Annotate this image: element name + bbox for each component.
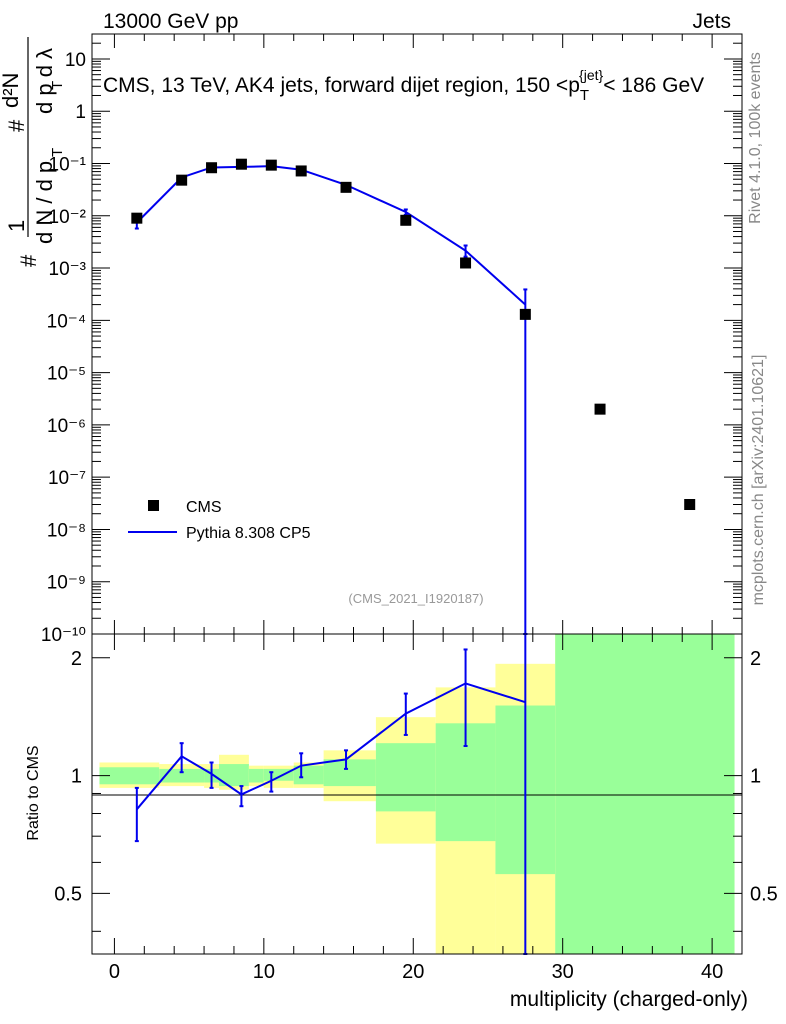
- data-point: [295, 165, 307, 177]
- data-point: [340, 181, 352, 193]
- ratio-band-inner: [263, 768, 294, 781]
- mcplots-label: mcplots.cern.ch [arXiv:2401.10621]: [750, 355, 767, 606]
- mc-series-main: [134, 164, 528, 635]
- data-point: [235, 158, 247, 170]
- data-point: [176, 174, 188, 186]
- main-y-tick-label: 10⁻²: [49, 207, 87, 228]
- ratio-y-tick-label-right: 1: [750, 766, 761, 788]
- ylabel-dpT-dlambda: d p d λ: [32, 48, 57, 114]
- legend-data-marker: [148, 500, 159, 511]
- data-point: [400, 214, 412, 226]
- data-point: [594, 403, 606, 415]
- rivet-version-label: Rivet 4.1.0, 100k events: [747, 52, 764, 224]
- ratio-y-tick-label-right: 2: [750, 648, 761, 670]
- ylabel-hash-2: #: [4, 119, 29, 132]
- ratio-y-tick-label: 1: [71, 766, 82, 788]
- ylabel-numerator-one: 1: [4, 220, 29, 232]
- x-tick-label: 40: [701, 961, 723, 983]
- main-y-tick-label: 10⁻⁶: [47, 416, 86, 437]
- ratio-y-tick-label: 0.5: [54, 883, 82, 905]
- ratio-band-inner: [248, 768, 264, 783]
- main-y-tick-label: 10⁻⁵: [47, 364, 86, 385]
- ylabel-denominator: d N / d p: [32, 161, 57, 244]
- main-y-tick-label: 10⁻³: [49, 259, 87, 280]
- plot-title-subscript: T: [580, 87, 589, 104]
- data-point: [460, 257, 472, 269]
- legend-data-label: CMS: [186, 499, 222, 516]
- ylabel-numerator-d2N: d²N: [0, 73, 23, 108]
- header-jets-label: Jets: [692, 10, 731, 33]
- x-tick-label: 0: [109, 961, 120, 983]
- data-point: [206, 162, 218, 174]
- main-y-tick-label: 10⁻⁷: [48, 468, 86, 489]
- mc-main-line: [136, 165, 527, 306]
- main-plot-frame: [91, 33, 743, 635]
- main-y-tick-label: 10⁻¹⁰: [41, 625, 86, 646]
- mc-ratio-line: [136, 682, 526, 810]
- ratio-band-inner: [219, 764, 249, 787]
- data-point: [131, 212, 143, 224]
- ratio-band-inner: [99, 767, 160, 785]
- x-tick-label: 10: [253, 961, 275, 983]
- ratio-band-inner: [375, 743, 436, 812]
- ratio-y-tick-labels: 0.5 0.5 1 1 2 2: [54, 648, 778, 906]
- ratio-y-tick-label-right: 0.5: [750, 883, 778, 905]
- ylabel-sub-T: T: [49, 148, 66, 157]
- x-tick-label: 20: [402, 961, 424, 983]
- main-y-tick-label: 1: [75, 102, 86, 123]
- ratio-y-axis-label: Ratio to CMS: [25, 745, 42, 840]
- main-y-tick-label: 10⁻⁴: [47, 311, 86, 332]
- plot-title-main: CMS, 13 TeV, AK4 jets, forward dijet reg…: [103, 74, 580, 97]
- main-y-tick-label: 10⁻¹: [49, 154, 87, 175]
- data-point: [265, 159, 277, 171]
- plot-title-superscript: {jet}: [579, 67, 603, 83]
- ratio-band-inner: [293, 765, 324, 785]
- main-y-tick-label: 10: [65, 50, 86, 71]
- mc-series-ratio: [134, 633, 528, 955]
- data-point: [684, 499, 696, 511]
- x-axis-label: multiplicity (charged-only): [510, 988, 748, 1011]
- ratio-plot-frame: [91, 633, 743, 955]
- ratio-axis-ticks: [92, 634, 743, 954]
- legend-mc-label: Pythia 8.308 CP5: [186, 525, 311, 542]
- ratio-band-inner: [323, 759, 376, 787]
- ylabel-sub-T2: T: [49, 81, 66, 90]
- plot-title-tail: < 186 GeV: [603, 74, 704, 97]
- ylabel-hash-1: #: [16, 254, 41, 267]
- x-tick-label: 30: [552, 961, 574, 983]
- data-series-main: [131, 158, 696, 511]
- main-y-tick-label: 10⁻⁸: [47, 520, 86, 541]
- main-axis-ticks: [92, 33, 743, 635]
- main-y-tick-labels: 10⁻¹⁰ 10⁻⁹ 10⁻⁸ 10⁻⁷ 10⁻⁶ 10⁻⁵ 10⁻⁴ 10⁻³ 10⁻² 10⁻…: [41, 50, 86, 646]
- ratio-uncertainty-bands: [99, 634, 735, 954]
- x-tick-labels: 0 10 20 30 40: [109, 961, 723, 983]
- main-y-tick-label: 10⁻⁹: [47, 573, 86, 594]
- main-y-axis-label: # 1 d N / d p T # d²N d p d λ T: [0, 37, 66, 267]
- ratio-band-inner: [159, 768, 205, 783]
- ratio-band-inner: [555, 634, 735, 954]
- plot-title: CMS, 13 TeV, AK4 jets, forward dijet reg…: [103, 67, 704, 104]
- data-point: [519, 308, 531, 320]
- analysis-id-label: (CMS_2021_I1920187): [348, 591, 483, 606]
- header-energy-label: 13000 GeV pp: [103, 10, 238, 33]
- ratio-y-tick-label: 2: [71, 648, 82, 670]
